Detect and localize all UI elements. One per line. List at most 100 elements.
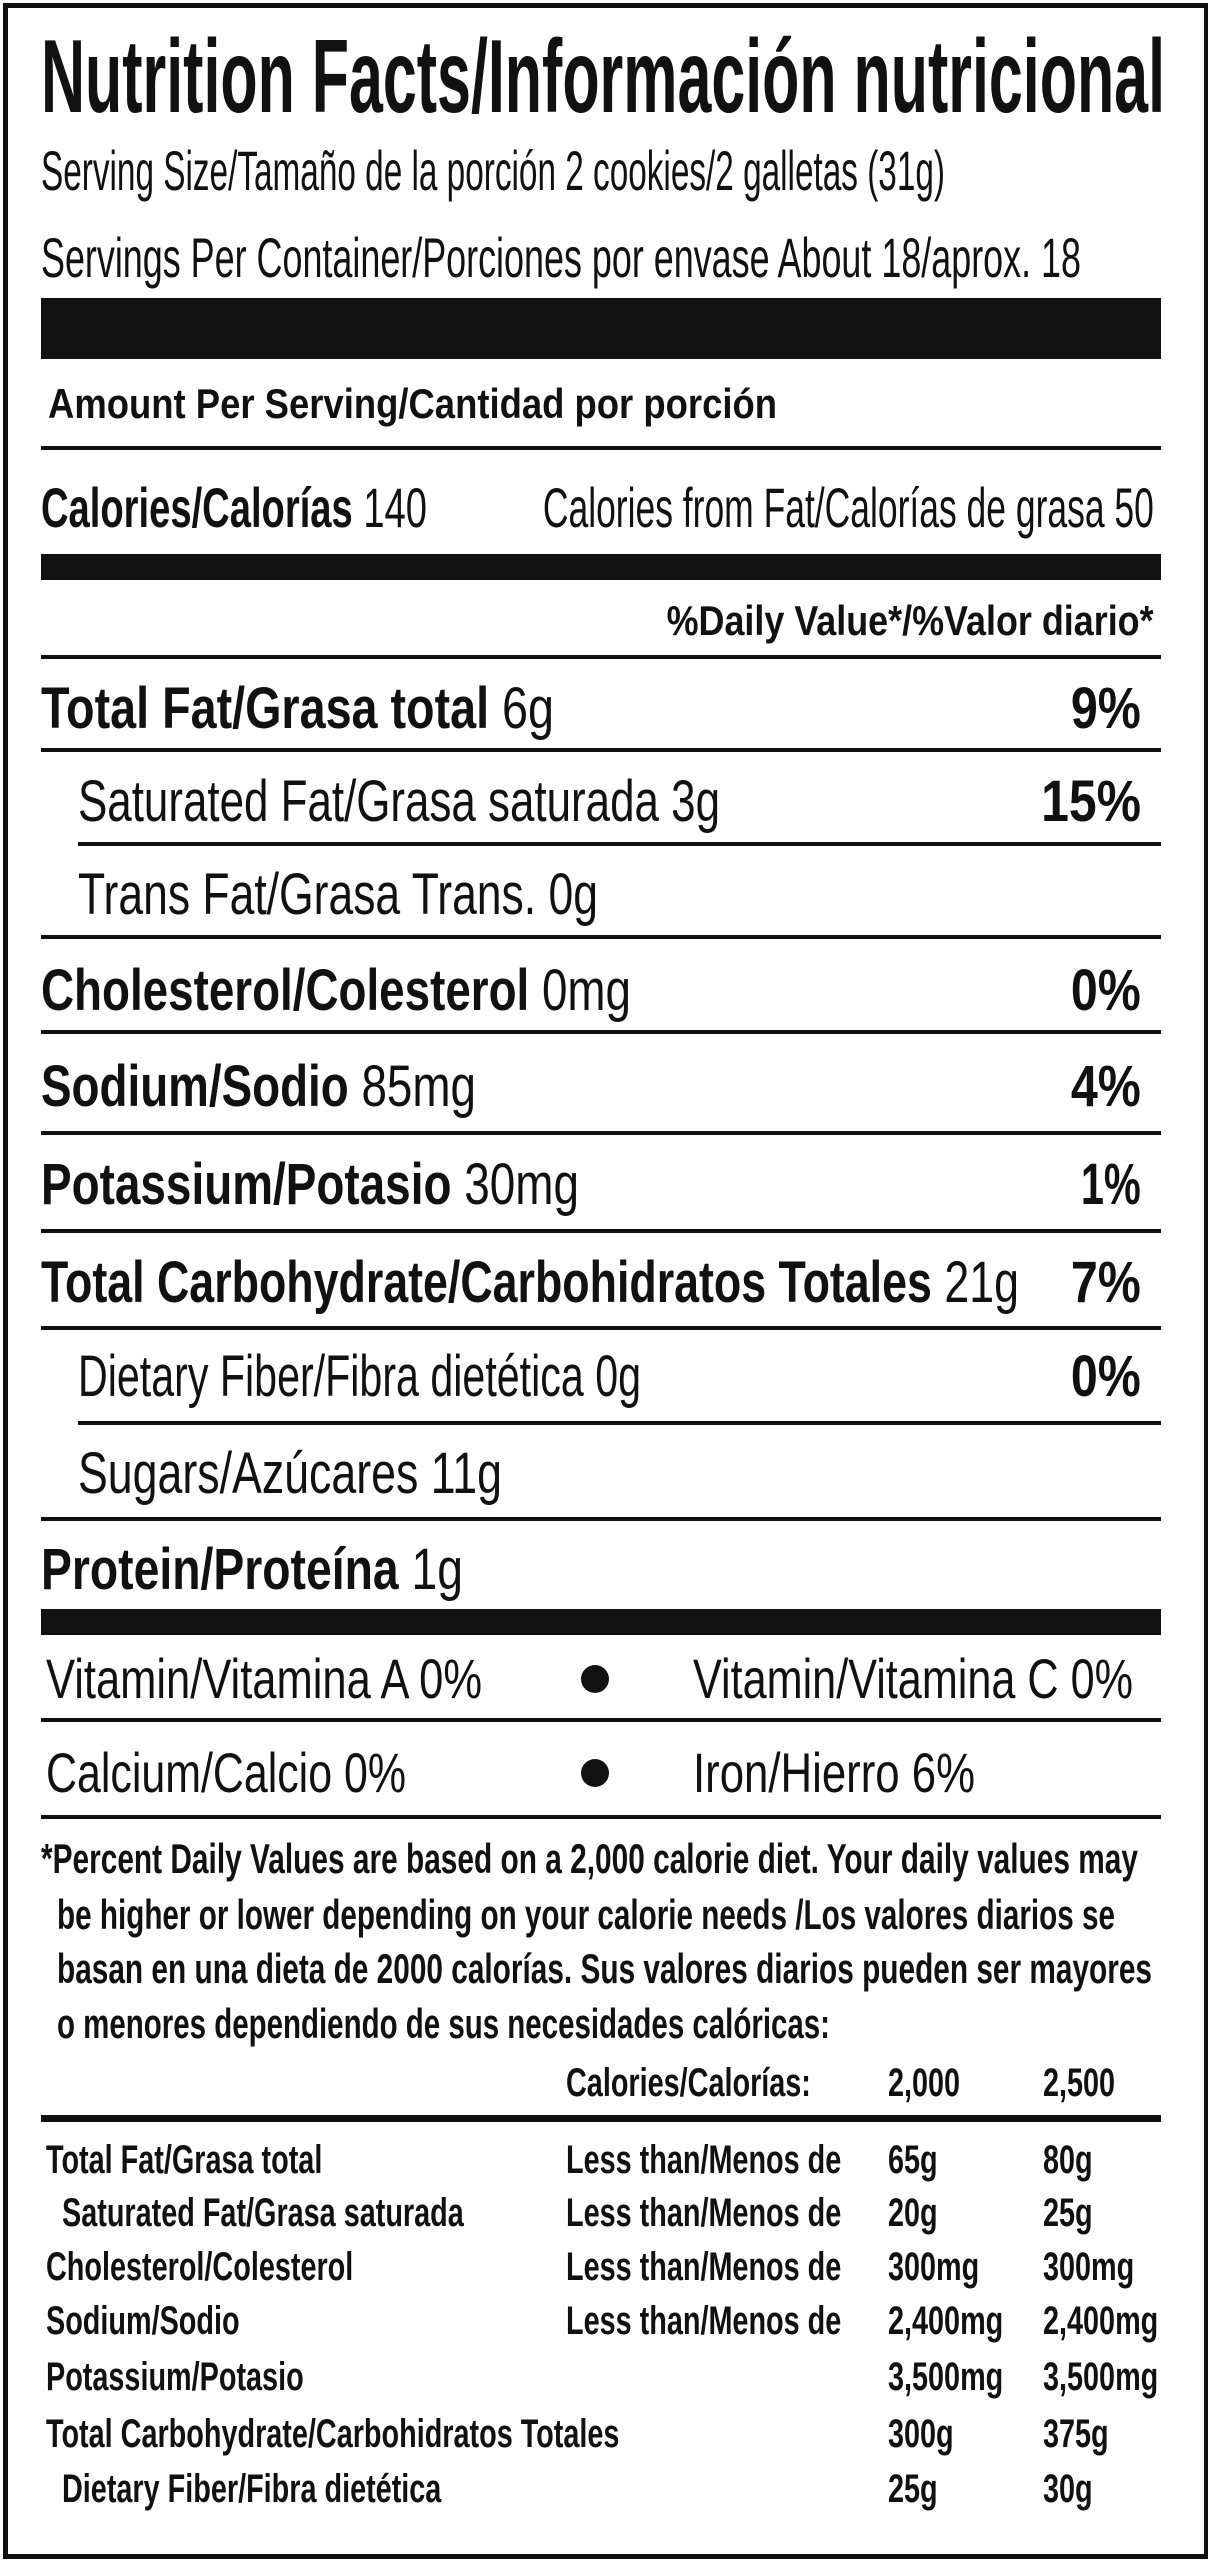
ref-row-2500: 25g xyxy=(1043,2191,1093,2235)
vitamin-a: Vitamin/Vitamina A 0% xyxy=(46,1647,482,1710)
nutrient-row-sugars: Sugars/Azúcares 11g xyxy=(78,1445,628,1503)
nutrient-label: Saturated Fat/Grasa saturada xyxy=(78,769,659,834)
nutrient-amount: 0g xyxy=(548,862,598,927)
ref-row-2000: 65g xyxy=(888,2138,938,2182)
divider xyxy=(41,1718,1161,1722)
nutrient-row-total-carbohydrate: Total Carbohydrate/Carbohidratos Totales… xyxy=(41,1254,1208,1312)
servings-per-container: Servings Per Container/Porciones por env… xyxy=(41,226,1081,289)
ref-row-label: Total Fat/Grasa total xyxy=(46,2138,323,2182)
daily-value-pct: 0% xyxy=(1071,1344,1141,1409)
ref-row-label: Dietary Fiber/Fibra dietética xyxy=(62,2467,442,2511)
divider xyxy=(41,748,1161,752)
ref-row-label: Sodium/Sodio xyxy=(46,2299,240,2343)
ref-row-qualifier: Less than/Menos de xyxy=(566,2245,842,2289)
divider xyxy=(78,1421,1161,1425)
nutrient-label: Dietary Fiber/Fibra dietética xyxy=(78,1344,584,1409)
divider xyxy=(41,2115,1161,2122)
nutrient-amount: 6g xyxy=(502,676,554,741)
amount-per-serving: Amount Per Serving/Cantidad por porción xyxy=(48,380,777,427)
ref-row-2500: 375g xyxy=(1043,2412,1109,2456)
nutrient-row-saturated-fat: Saturated Fat/Grasa saturada 3g xyxy=(78,773,926,831)
nutrient-label: Total Carbohydrate/Carbohidratos Totales xyxy=(41,1250,932,1315)
nutrient-amount: 1g xyxy=(411,1537,463,1602)
nutrient-row-dietary-fiber: Dietary Fiber/Fibra dietética 0g xyxy=(78,1348,871,1406)
nutrient-label: Trans Fat/Grasa Trans. xyxy=(78,862,537,927)
ref-row-2500: 30g xyxy=(1043,2467,1093,2511)
iron: Iron/Hierro 6% xyxy=(693,1741,975,1804)
nutrient-label: Total Fat/Grasa total xyxy=(41,676,490,741)
thick-divider xyxy=(41,554,1161,580)
nutrient-amount: 85mg xyxy=(361,1054,476,1119)
nutrient-row-trans-fat: Trans Fat/Grasa Trans. 0g xyxy=(78,866,756,924)
nutrient-row-sodium: Sodium/Sodio 85mg xyxy=(41,1058,592,1116)
ref-row-2000: 20g xyxy=(888,2191,938,2235)
nutrient-amount: 30mg xyxy=(464,1152,579,1217)
ref-row-2500: 300mg xyxy=(1043,2245,1135,2289)
divider xyxy=(41,1326,1161,1330)
footnote-line: *Percent Daily Values are based on a 2,0… xyxy=(41,1835,1138,1882)
ref-row-2000: 2,400mg xyxy=(888,2299,1004,2343)
ref-row-label: Potassium/Potasio xyxy=(46,2355,304,2399)
ref-header-2500: 2,500 xyxy=(1043,2061,1116,2105)
divider xyxy=(41,1131,1161,1135)
daily-value-pct: 0% xyxy=(1071,958,1141,1023)
ref-row-qualifier: Less than/Menos de xyxy=(566,2299,842,2343)
bullet-icon xyxy=(581,1665,609,1693)
daily-value-header: %Daily Value*/%Valor diario* xyxy=(667,597,1154,644)
nutrient-label: Protein/Proteína xyxy=(41,1537,399,1602)
ref-row-2000: 300mg xyxy=(888,2245,980,2289)
serving-size: Serving Size/Tamaño de la porción 2 cook… xyxy=(41,139,945,202)
nutrient-amount: 3g xyxy=(671,769,720,834)
divider xyxy=(41,655,1161,659)
nutrient-amount: 21g xyxy=(944,1250,1019,1315)
nutrient-amount: 0mg xyxy=(541,958,631,1023)
ref-header-2000: 2,000 xyxy=(888,2061,961,2105)
nutrient-row-cholesterol: Cholesterol/Colesterol 0mg xyxy=(41,962,789,1020)
ref-row-2500: 2,400mg xyxy=(1043,2299,1159,2343)
footnote-line: be higher or lower depending on your cal… xyxy=(57,1891,1115,1938)
thick-divider xyxy=(41,298,1161,359)
ref-row-qualifier: Less than/Menos de xyxy=(566,2191,842,2235)
calories-from-fat: Calories from Fat/Calorías de grasa 50 xyxy=(543,476,1154,539)
divider xyxy=(41,1517,1161,1521)
footnote-line: o menores dependiendo de sus necesidades… xyxy=(57,2000,830,2047)
divider xyxy=(41,446,1161,450)
ref-row-2000: 300g xyxy=(888,2412,954,2456)
calories-row: Calories/Calorías 140 xyxy=(41,480,608,536)
calories-label: Calories/Calorías xyxy=(41,476,353,539)
calories-value: 140 xyxy=(363,476,427,539)
ref-row-2000: 25g xyxy=(888,2467,938,2511)
divider xyxy=(78,842,1161,846)
label-title: Nutrition Facts/Información nutricional xyxy=(41,19,1165,135)
nutrient-amount: 11g xyxy=(430,1441,502,1506)
ref-row-label: Total Carbohydrate/Carbohidratos Totales xyxy=(46,2412,620,2456)
nutrient-row-total-fat: Total Fat/Grasa total 6g xyxy=(41,680,678,738)
label-frame xyxy=(3,3,1208,2559)
calcium: Calcium/Calcio 0% xyxy=(46,1741,406,1804)
nutrient-row-potassium: Potassium/Potasio 30mg xyxy=(41,1156,721,1214)
divider xyxy=(41,1229,1161,1233)
divider xyxy=(41,1030,1161,1034)
daily-value-pct: 15% xyxy=(1041,769,1141,834)
daily-value-pct: 4% xyxy=(1071,1054,1141,1119)
ref-row-label: Cholesterol/Colesterol xyxy=(46,2245,354,2289)
daily-value-pct: 9% xyxy=(1071,676,1141,741)
ref-row-2500: 3,500mg xyxy=(1043,2355,1159,2399)
ref-header-calories: Calories/Calorías: xyxy=(566,2061,811,2105)
bullet-icon xyxy=(581,1759,609,1787)
nutrient-amount: 0g xyxy=(595,1344,641,1409)
nutrient-label: Sodium/Sodio xyxy=(41,1054,349,1119)
nutrient-label: Cholesterol/Colesterol xyxy=(41,958,530,1023)
divider xyxy=(41,935,1161,939)
nutrient-label: Potassium/Potasio xyxy=(41,1152,452,1217)
thick-divider xyxy=(41,1609,1161,1635)
divider xyxy=(41,1815,1161,1819)
nutrient-label: Sugars/Azúcares xyxy=(78,1441,419,1506)
nutrient-row-protein: Protein/Proteína 1g xyxy=(41,1541,570,1599)
ref-row-label: Saturated Fat/Grasa saturada xyxy=(62,2191,464,2235)
footnote-line: basan en una dieta de 2000 calorías. Sus… xyxy=(57,1945,1152,1992)
vitamin-c: Vitamin/Vitamina C 0% xyxy=(693,1647,1133,1710)
ref-row-2000: 3,500mg xyxy=(888,2355,1004,2399)
daily-value-pct: 1% xyxy=(1081,1152,1141,1217)
ref-row-2500: 80g xyxy=(1043,2138,1093,2182)
